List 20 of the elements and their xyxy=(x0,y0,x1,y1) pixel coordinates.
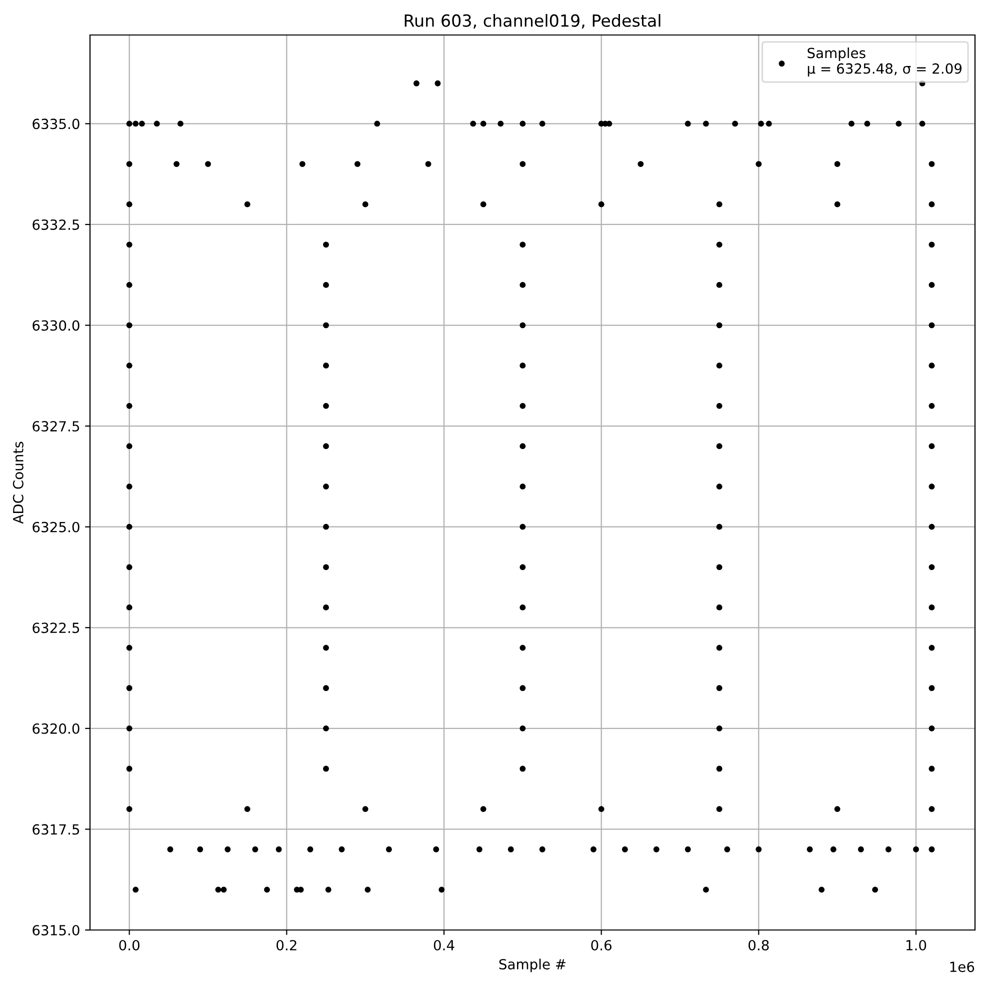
y-tick-label: 6320.0 xyxy=(32,723,80,734)
y-tick-label: 6327.5 xyxy=(32,421,80,432)
y-tick-label: 6325.0 xyxy=(32,522,80,532)
y-tick-label: 6332.5 xyxy=(32,219,80,230)
x-tick-label: 0.4 xyxy=(434,940,454,950)
text: 1e6 xyxy=(950,962,974,972)
x-tick-label: 0.6 xyxy=(591,940,612,950)
chart-title: Run 603, channel019, Pedestal xyxy=(404,14,660,29)
y-tick-label: 6335.0 xyxy=(32,118,80,130)
x-tick-label: 1.0 xyxy=(906,940,926,950)
x-tick-label: 0.8 xyxy=(748,940,769,950)
x-tick-label: 0.0 xyxy=(119,940,140,950)
y-tick-label: 6322.5 xyxy=(32,622,80,634)
x-tick-label: 0.2 xyxy=(276,940,296,950)
y-tick-label: 6315.0 xyxy=(32,924,80,936)
legend-label: Samples μ = 6325.48, σ = 2.09 xyxy=(808,48,962,76)
x-axis-title: Sample # xyxy=(499,958,566,972)
y-tick-label: 6317.5 xyxy=(32,824,80,835)
y-axis-title: ADC Counts xyxy=(12,442,24,524)
y-tick-label: 6330.0 xyxy=(32,320,80,331)
